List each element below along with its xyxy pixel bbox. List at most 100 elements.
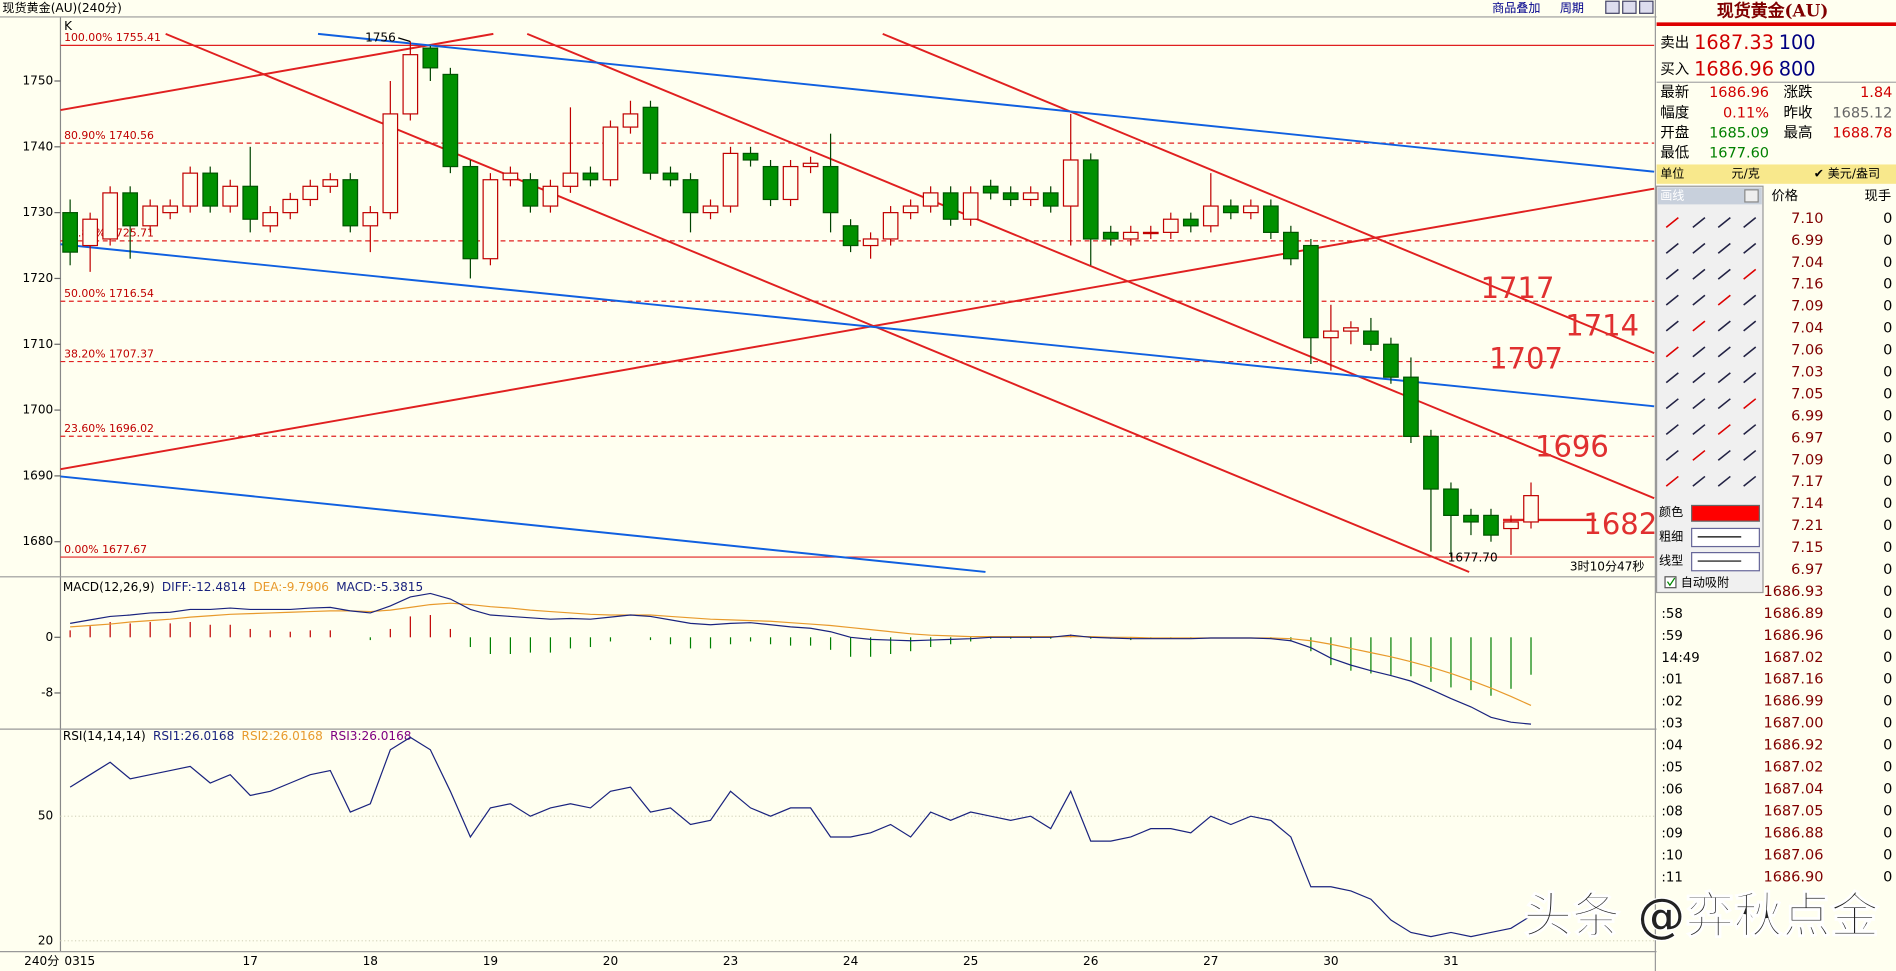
candle-body (642, 106, 659, 174)
tick-price: 1686.89 (1763, 606, 1823, 622)
tick-price: 1687.05 (1763, 803, 1823, 819)
icon-button[interactable] (1622, 0, 1637, 14)
candle-body (1202, 205, 1219, 227)
candle-body (622, 113, 639, 128)
watermark: 头条 @弈秋点金 (1524, 888, 1880, 944)
candle-body (422, 47, 439, 69)
tick-time: 14:49 (1661, 651, 1699, 666)
unit-alt[interactable]: ✔ 美元/盎司 (1814, 167, 1880, 181)
style-label: 线型 (1659, 554, 1683, 568)
tick-price: 6.99 (1791, 408, 1823, 424)
field-value: 1.84 (1860, 85, 1892, 101)
tick-price: 1686.92 (1763, 738, 1823, 754)
k-label: K (64, 19, 73, 33)
candle-body (1042, 192, 1059, 207)
trend-line (526, 32, 1655, 500)
tick-volume: 0 (1883, 540, 1892, 556)
tool-glyph (1743, 242, 1757, 254)
candle-body (522, 179, 539, 207)
annotation: 1696 (1535, 430, 1609, 464)
trend-line (60, 475, 986, 573)
tool-glyph (1743, 398, 1757, 410)
tick-volume: 0 (1883, 365, 1892, 381)
field-value: 1685.12 (1832, 105, 1892, 121)
quote-title: 现货黄金(AU) (1717, 1, 1828, 21)
tool-glyph (1692, 398, 1706, 410)
candle-body (342, 179, 359, 227)
unit[interactable]: 元/克 (1732, 167, 1760, 181)
tick-volume: 0 (1883, 496, 1892, 512)
candle-body (502, 172, 519, 181)
y-tick-label: 1690 (22, 468, 53, 482)
candle-body (922, 192, 939, 207)
trend-line (317, 32, 1655, 173)
high-label: 1756 (365, 30, 396, 44)
fib-label: 23.60% 1696.02 (64, 422, 154, 435)
candle-body (1102, 231, 1119, 240)
color-swatch[interactable] (1691, 504, 1760, 522)
window-title: 现货黄金(AU)(240分) (2, 0, 121, 15)
tool-glyph (1743, 475, 1757, 487)
tool-glyph (1743, 320, 1757, 332)
candle-body (1423, 435, 1439, 490)
x-tick-label: 18 (363, 954, 378, 968)
tool-glyph (1692, 372, 1706, 384)
candle-body (1343, 327, 1359, 332)
tick-volume: 0 (1883, 562, 1892, 578)
candle-body (962, 192, 979, 220)
candle-body (1363, 330, 1379, 345)
candle-body (702, 205, 719, 214)
menu-overlay[interactable]: 商品叠加 (1492, 0, 1540, 15)
field-value: 1685.09 (1709, 126, 1769, 142)
tool-glyph (1692, 475, 1706, 487)
sell-price: 1687.33 (1694, 31, 1774, 54)
tool-glyph (1665, 398, 1679, 410)
x-tick-label: 17 (243, 954, 258, 968)
tick-price: 1687.04 (1763, 781, 1823, 797)
tick-price: 1687.00 (1763, 716, 1823, 732)
icon-button[interactable] (1639, 0, 1654, 14)
candle-body (682, 179, 699, 214)
tool-glyph (1743, 372, 1757, 384)
candle-body (762, 165, 779, 201)
tick-price: 6.97 (1791, 430, 1823, 446)
quote-title-bar (1656, 0, 1896, 23)
tick-volume: 0 (1883, 518, 1892, 534)
tick-price: 1687.16 (1763, 672, 1823, 688)
rsi-legend: RSI3:26.0168 (330, 729, 411, 743)
unit-bar (1656, 164, 1896, 184)
candle-body (1503, 521, 1519, 530)
menu-period[interactable]: 周期 (1560, 1, 1584, 15)
candle-body (62, 212, 78, 253)
sell-volume: 100 (1779, 31, 1816, 54)
tick-price: 1687.02 (1763, 760, 1823, 776)
field-label: 幅度 (1660, 104, 1689, 121)
candle-body (1303, 244, 1319, 339)
tick-time: :10 (1661, 848, 1682, 863)
tool-glyph (1743, 268, 1757, 280)
y-tick-label: -8 (41, 685, 53, 699)
candle-body (742, 152, 759, 161)
tick-volume: 0 (1883, 474, 1892, 490)
candle-body (1082, 159, 1099, 240)
tick-time: :05 (1661, 761, 1682, 776)
tick-price: 7.09 (1791, 452, 1823, 468)
snap-checkbox[interactable] (1664, 576, 1677, 589)
annotation: 1682 (1583, 507, 1657, 541)
tick-price: 7.10 (1791, 211, 1823, 227)
candle-body (322, 179, 339, 187)
candle-body (582, 172, 599, 181)
tool-glyph (1743, 294, 1757, 306)
tool-glyph (1717, 294, 1731, 306)
high-marker (398, 37, 411, 43)
tick-volume: 0 (1883, 760, 1892, 776)
tick-volume: 0 (1883, 277, 1892, 293)
icon-button[interactable] (1605, 0, 1620, 14)
y-tick-label: 1700 (22, 403, 53, 417)
close-button[interactable] (1744, 189, 1759, 203)
tick-volume: 0 (1883, 386, 1892, 402)
field-label: 涨跌 (1784, 84, 1813, 101)
candle-body (82, 218, 99, 247)
rsi-legend: RSI1:26.0168 (153, 729, 234, 743)
tool-glyph (1665, 346, 1679, 358)
